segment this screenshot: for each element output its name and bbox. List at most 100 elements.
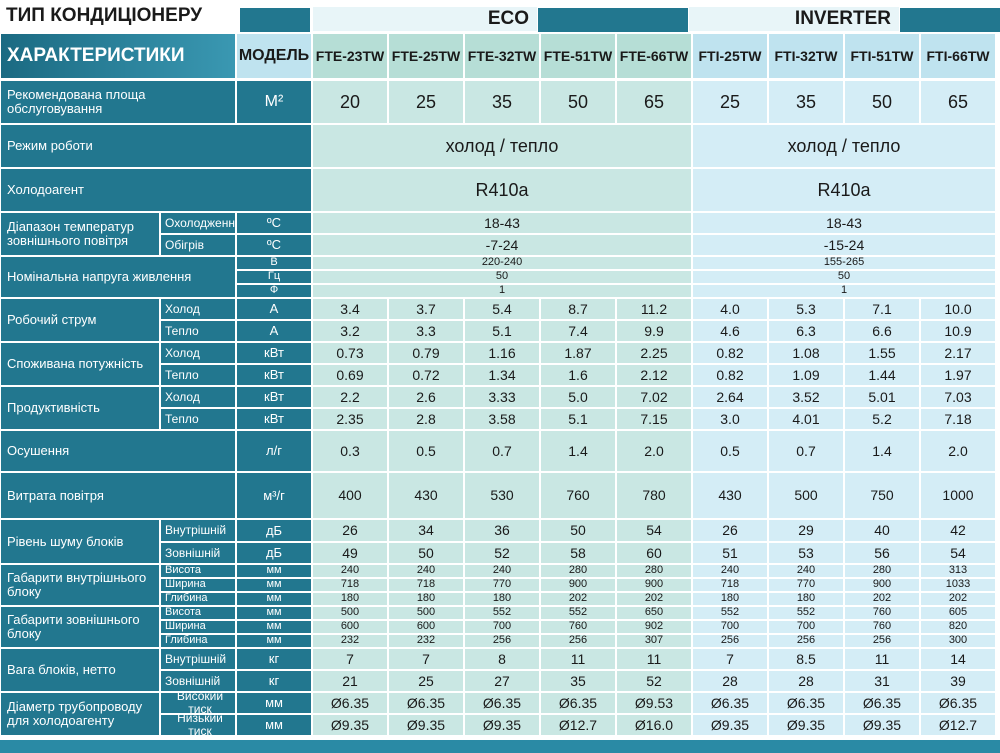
value-cell: Ø6.35: [692, 692, 768, 714]
value-cell: Ø6.35: [464, 692, 540, 714]
sub-label: Висота: [160, 564, 236, 578]
unit: М²: [236, 80, 312, 124]
value-cell: 26: [692, 519, 768, 542]
unit: мм: [236, 634, 312, 648]
value-cell: Ø9.35: [768, 714, 844, 736]
value-cell: 5.01: [844, 386, 920, 408]
header-bar: [900, 8, 1000, 32]
value-cell: 50: [540, 519, 616, 542]
value-cell: 0.5: [692, 430, 768, 472]
value-cell: Ø9.53: [616, 692, 692, 714]
model-name: FTI-51TW: [844, 33, 920, 79]
value-cell: Ø16.0: [616, 714, 692, 736]
value-cell: 2.8: [388, 408, 464, 430]
value-cell: 50: [844, 80, 920, 124]
value-cell: 530: [464, 472, 540, 519]
value-cell: 9.9: [616, 320, 692, 342]
value-cell: 1.97: [920, 364, 996, 386]
value-cell: Ø9.35: [388, 714, 464, 736]
sub-label: Тепло: [160, 408, 236, 430]
value-cell: 3.0: [692, 408, 768, 430]
value-cell: 2.0: [920, 430, 996, 472]
value-cell: 8.7: [540, 298, 616, 320]
value-cell: 34: [388, 519, 464, 542]
value-cell: 500: [312, 606, 388, 620]
sub-label: Холод: [160, 386, 236, 408]
value-cell: 7.02: [616, 386, 692, 408]
value-cell: 60: [616, 542, 692, 564]
value-cell: 256: [768, 634, 844, 648]
value-cell: 49: [312, 542, 388, 564]
unit: В: [236, 256, 312, 270]
value-cell: 39: [920, 670, 996, 692]
value-cell: 6.6: [844, 320, 920, 342]
unit: м³/г: [236, 472, 312, 519]
unit: л/г: [236, 430, 312, 472]
value-cell: 1000: [920, 472, 996, 519]
sub-label: Охолодження: [160, 212, 236, 234]
value-cell: 256: [692, 634, 768, 648]
row-label: Холодоагент: [0, 168, 312, 212]
value-cell: 600: [388, 620, 464, 634]
sub-label: Холод: [160, 342, 236, 364]
header-bar: [538, 8, 688, 32]
unit: мм: [236, 620, 312, 634]
value-cell: 760: [844, 606, 920, 620]
value-cell: 14: [920, 648, 996, 670]
sub-label: Низький тиск: [160, 714, 236, 736]
value-cell: 900: [540, 578, 616, 592]
value-cell: 25: [388, 80, 464, 124]
value-cell: Ø6.35: [844, 692, 920, 714]
value-cell: 36: [464, 519, 540, 542]
value-cell: Ø6.35: [920, 692, 996, 714]
value-cell: 430: [388, 472, 464, 519]
value-cell: 900: [616, 578, 692, 592]
value-cell: 300: [920, 634, 996, 648]
merged-value: 1: [312, 284, 692, 298]
value-cell: 700: [692, 620, 768, 634]
model-name: FTI-32TW: [768, 33, 844, 79]
value-cell: 760: [540, 620, 616, 634]
sub-label: Висота: [160, 606, 236, 620]
unit: мм: [236, 564, 312, 578]
value-cell: 430: [692, 472, 768, 519]
value-cell: 3.3: [388, 320, 464, 342]
unit: мм: [236, 592, 312, 606]
row-label: Габарити внутрішнього блоку: [0, 564, 160, 606]
value-cell: 2.0: [616, 430, 692, 472]
row-label: Діаметр трубопроводу для холодоагенту: [0, 692, 160, 736]
group-inverter: INVERTER: [688, 6, 900, 32]
merged-value: 155-265: [692, 256, 996, 270]
value-cell: 65: [920, 80, 996, 124]
value-cell: 232: [312, 634, 388, 648]
row-label: Рівень шуму блоків: [0, 519, 160, 564]
value-cell: 5.0: [540, 386, 616, 408]
value-cell: 8: [464, 648, 540, 670]
value-cell: 902: [616, 620, 692, 634]
value-cell: 0.5: [388, 430, 464, 472]
value-cell: 0.69: [312, 364, 388, 386]
row-label: Вага блоків, нетто: [0, 648, 160, 692]
value-cell: 280: [540, 564, 616, 578]
unit: мм: [236, 606, 312, 620]
value-cell: 4.6: [692, 320, 768, 342]
merged-value: 50: [312, 270, 692, 284]
value-cell: 180: [692, 592, 768, 606]
value-cell: 0.3: [312, 430, 388, 472]
value-cell: 1.4: [844, 430, 920, 472]
value-cell: 50: [388, 542, 464, 564]
value-cell: 0.82: [692, 342, 768, 364]
value-cell: 7: [692, 648, 768, 670]
unit: кВт: [236, 386, 312, 408]
value-cell: 3.52: [768, 386, 844, 408]
characteristics-header: ХАРАКТЕРИСТИКИ: [0, 33, 236, 79]
value-cell: 58: [540, 542, 616, 564]
value-cell: 820: [920, 620, 996, 634]
merged-value: 50: [692, 270, 996, 284]
value-cell: 1.87: [540, 342, 616, 364]
value-cell: Ø9.35: [692, 714, 768, 736]
value-cell: 900: [844, 578, 920, 592]
row-label: Габарити зовнішнього блоку: [0, 606, 160, 648]
value-cell: 28: [768, 670, 844, 692]
value-cell: 0.7: [768, 430, 844, 472]
